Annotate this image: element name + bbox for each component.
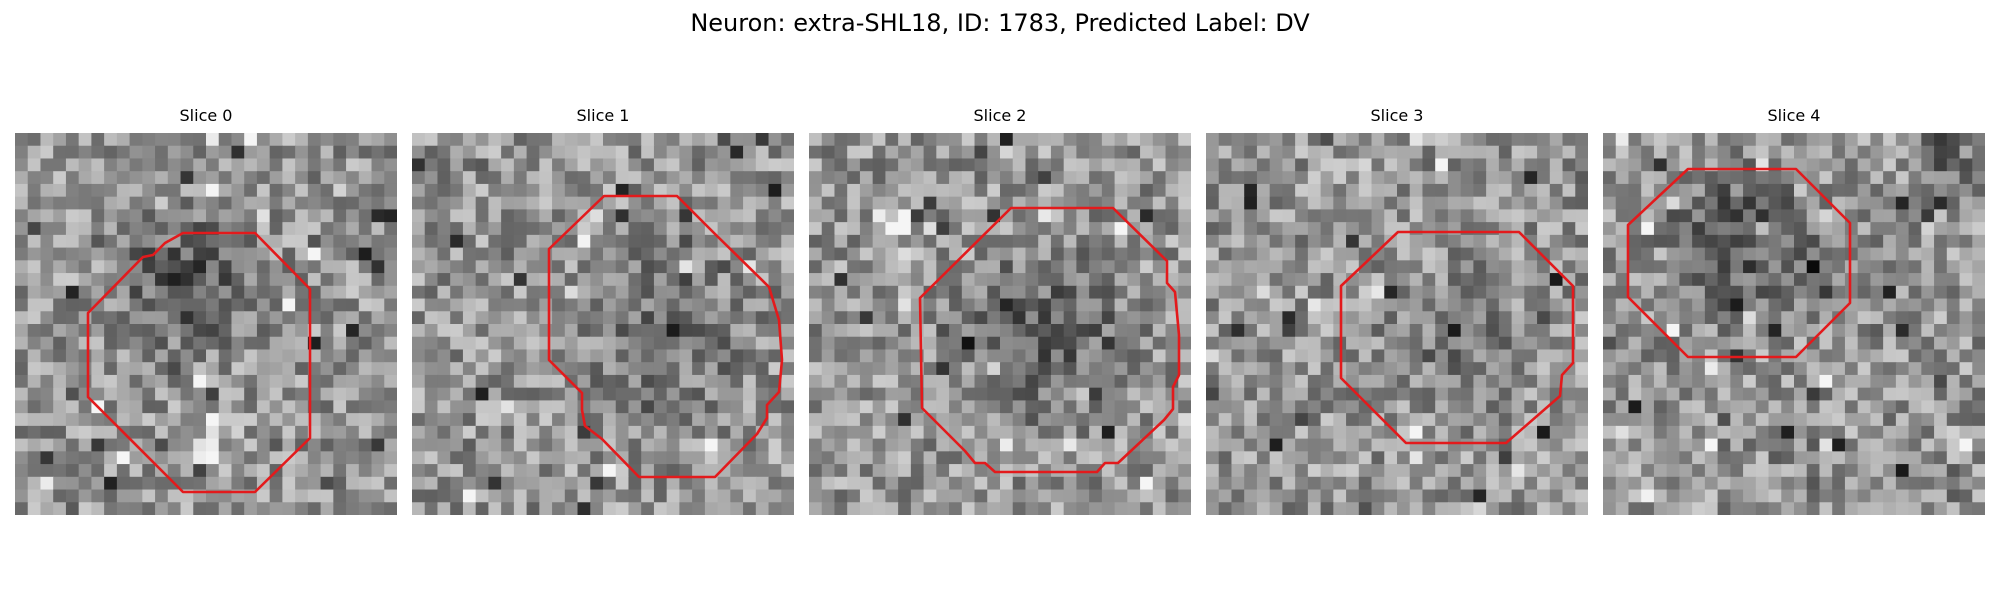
cell-contour — [86, 231, 312, 494]
slice-canvas — [809, 133, 1191, 515]
grayscale-slice-image — [1603, 133, 1985, 515]
slice-canvas — [1603, 133, 1985, 515]
figure-title: Neuron: extra-SHL18, ID: 1783, Predicted… — [690, 9, 1310, 37]
grayscale-slice-image — [15, 133, 397, 515]
slice-title: Slice 4 — [1767, 106, 1821, 125]
cell-contour — [547, 194, 784, 479]
noise-pixel-grid — [1603, 133, 1985, 515]
slice-canvas — [15, 133, 397, 515]
slice-canvas — [412, 133, 794, 515]
slice-title: Slice 3 — [1370, 106, 1424, 125]
noise-pixel-grid — [15, 133, 397, 515]
cell-contour — [918, 206, 1181, 474]
slice-title: Slice 2 — [973, 106, 1027, 125]
cell-contour — [1339, 230, 1575, 445]
grayscale-slice-image — [1206, 133, 1588, 515]
noise-pixel-grid — [412, 133, 794, 515]
slice-title: Slice 0 — [179, 106, 233, 125]
slice-title: Slice 1 — [576, 106, 630, 125]
noise-pixel-grid — [1206, 133, 1588, 515]
slice-canvas — [1206, 133, 1588, 515]
grayscale-slice-image — [412, 133, 794, 515]
noise-pixel-grid — [809, 133, 1191, 515]
grayscale-slice-image — [809, 133, 1191, 515]
cell-contour — [1626, 167, 1852, 359]
